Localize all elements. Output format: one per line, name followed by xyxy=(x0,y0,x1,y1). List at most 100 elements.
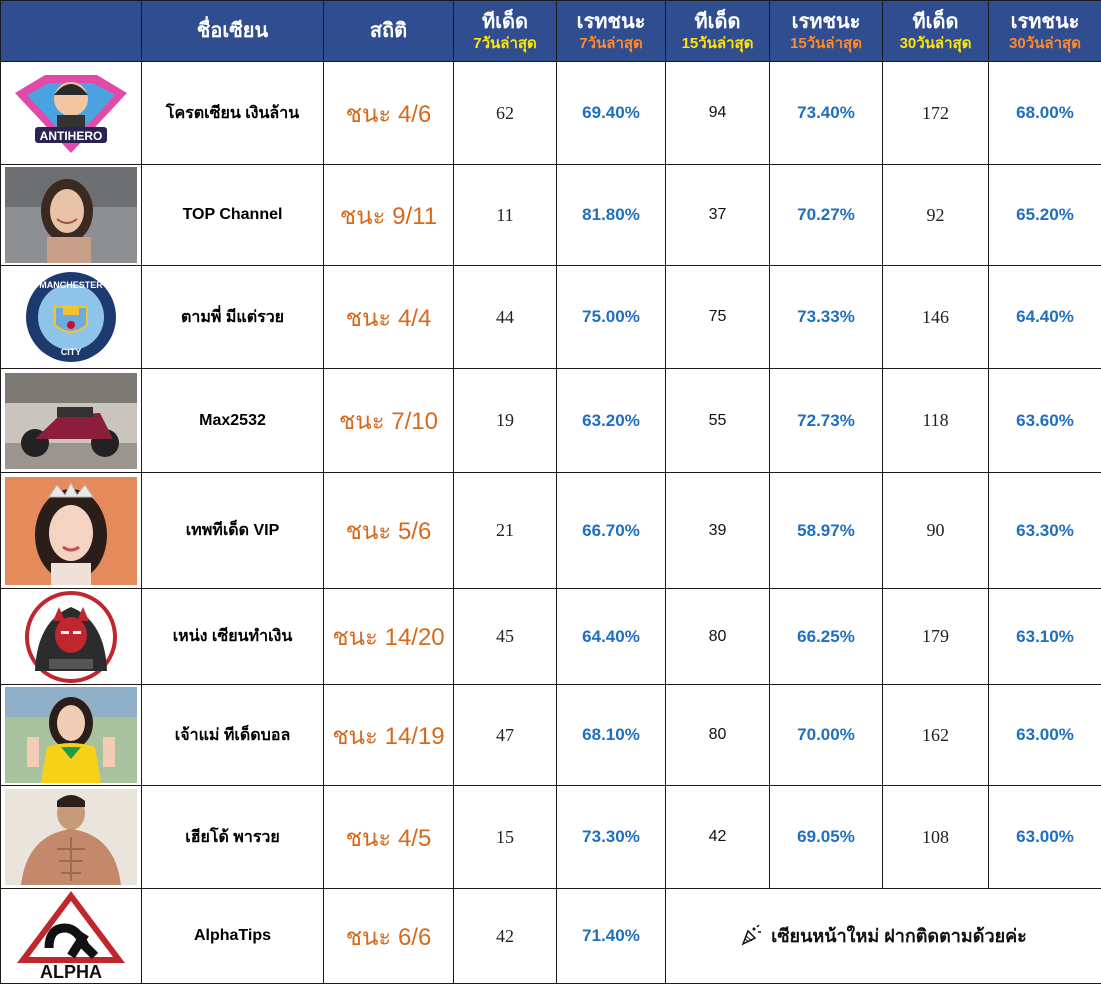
tipster-name[interactable]: เทพทีเด็ด VIP xyxy=(141,472,324,589)
header-tips7-main: ทีเด็ด xyxy=(482,10,528,33)
avatar-cell xyxy=(0,785,142,889)
win-stat: ชนะ 9/11 xyxy=(323,164,454,266)
tips-7d: 44 xyxy=(453,265,557,369)
tipster-row[interactable]: เจ้าแม่ ทีเด็ดบอล ชนะ 14/19 47 68.10% 80… xyxy=(0,684,1101,786)
avatar-cell xyxy=(0,472,142,589)
winrate-15d: 70.27% xyxy=(769,164,883,266)
avatar-cell xyxy=(0,368,142,473)
avatar-logo-text: ANTIHERO xyxy=(40,129,103,143)
tipster-row[interactable]: MANCHESTER CITY ตามพี่ มีแต่รวย ชนะ 4/4 … xyxy=(0,265,1101,369)
win-stat: ชนะ 4/4 xyxy=(323,265,454,369)
tipster-name[interactable]: เฮียโด้ พารวย xyxy=(141,785,324,889)
tips-7d: 21 xyxy=(453,472,557,589)
tips-15d: 80 xyxy=(665,684,770,786)
new-tipster-notice: เซียนหน้าใหม่ ฝากติดตามด้วยค่ะ xyxy=(665,888,1101,984)
tips-7d: 11 xyxy=(453,164,557,266)
winrate-7d: 66.70% xyxy=(556,472,666,589)
header-rate30-sub: 30วันล่าสุด xyxy=(1009,34,1081,52)
tipster-name[interactable]: AlphaTips xyxy=(141,888,324,984)
tipster-name[interactable]: เหน่ง เซียนทำเงิน xyxy=(141,588,324,685)
tipster-row[interactable]: เฮียโด้ พารวย ชนะ 4/5 15 73.30% 42 69.05… xyxy=(0,785,1101,889)
tips-30d: 118 xyxy=(882,368,989,473)
winrate-30d: 64.40% xyxy=(988,265,1101,369)
tipster-name[interactable]: Max2532 xyxy=(141,368,324,473)
tips-15d: 37 xyxy=(665,164,770,266)
winrate-7d: 63.20% xyxy=(556,368,666,473)
header-rate15-sub: 15วันล่าสุด xyxy=(790,34,862,52)
party-popper-icon xyxy=(740,924,762,951)
tipster-name[interactable]: โครตเซียน เงินล้าน xyxy=(141,61,324,165)
tips-30d: 172 xyxy=(882,61,989,165)
winrate-30d: 63.00% xyxy=(988,785,1101,889)
winrate-15d: 73.33% xyxy=(769,265,883,369)
header-tips15: ทีเด็ด 15วันล่าสุด xyxy=(665,0,770,62)
winrate-7d: 71.40% xyxy=(556,888,666,984)
tips-7d: 19 xyxy=(453,368,557,473)
tips-15d: 55 xyxy=(665,368,770,473)
athlete-photo xyxy=(5,789,137,885)
tipster-name[interactable]: เจ้าแม่ ทีเด็ดบอล xyxy=(141,684,324,786)
winrate-7d: 68.10% xyxy=(556,684,666,786)
header-stat: สถิติ xyxy=(323,0,454,62)
antihero-logo: ANTIHERO xyxy=(5,65,137,161)
tips-30d: 92 xyxy=(882,164,989,266)
avatar-cell xyxy=(0,588,142,685)
tips-30d: 146 xyxy=(882,265,989,369)
woman-photo xyxy=(5,167,137,263)
tipster-row[interactable]: ANTIHERO โครตเซียน เงินล้าน ชนะ 4/6 62 6… xyxy=(0,61,1101,165)
winrate-7d: 73.30% xyxy=(556,785,666,889)
avatar-cell: MANCHESTER CITY xyxy=(0,265,142,369)
tipster-name[interactable]: TOP Channel xyxy=(141,164,324,266)
win-stat: ชนะ 6/6 xyxy=(323,888,454,984)
tips-30d: 162 xyxy=(882,684,989,786)
hooded-oni-mascot xyxy=(5,590,137,683)
tips-7d: 15 xyxy=(453,785,557,889)
header-tips7-sub: 7วันล่าสุด xyxy=(473,34,537,52)
winrate-7d: 69.40% xyxy=(556,61,666,165)
header-rate30-main: เรทชนะ xyxy=(1010,10,1080,33)
tips-15d: 42 xyxy=(665,785,770,889)
manchester-city-crest: MANCHESTER CITY xyxy=(5,269,137,365)
header-rate7: เรทชนะ 7วันล่าสุด xyxy=(556,0,666,62)
avatar-cell xyxy=(0,684,142,786)
tips-7d: 45 xyxy=(453,588,557,685)
tips-15d: 94 xyxy=(665,61,770,165)
header-tips7: ทีเด็ด 7วันล่าสุด xyxy=(453,0,557,62)
win-stat: ชนะ 7/10 xyxy=(323,368,454,473)
winrate-30d: 63.30% xyxy=(988,472,1101,589)
win-stat: ชนะ 4/5 xyxy=(323,785,454,889)
woman-jersey-photo xyxy=(5,687,137,783)
tips-15d: 75 xyxy=(665,265,770,369)
woman-crown-photo xyxy=(5,476,137,585)
crest-text-bottom: CITY xyxy=(61,347,82,357)
tipster-row[interactable]: เทพทีเด็ด VIP ชนะ 5/6 21 66.70% 39 58.97… xyxy=(0,472,1101,589)
winrate-15d: 66.25% xyxy=(769,588,883,685)
header-rate7-main: เรทชนะ xyxy=(576,10,646,33)
header-avatar xyxy=(0,0,142,62)
motorcycle-photo xyxy=(5,372,137,469)
win-stat: ชนะ 5/6 xyxy=(323,472,454,589)
alpha-logo-text: ALPHA xyxy=(40,962,102,982)
tipster-row[interactable]: Max2532 ชนะ 7/10 19 63.20% 55 72.73% 118… xyxy=(0,368,1101,473)
winrate-15d: 58.97% xyxy=(769,472,883,589)
tips-30d: 90 xyxy=(882,472,989,589)
tipster-row[interactable]: เหน่ง เซียนทำเงิน ชนะ 14/20 45 64.40% 80… xyxy=(0,588,1101,685)
header-rate30: เรทชนะ 30วันล่าสุด xyxy=(988,0,1101,62)
winrate-30d: 63.10% xyxy=(988,588,1101,685)
winrate-30d: 65.20% xyxy=(988,164,1101,266)
tipster-name[interactable]: ตามพี่ มีแต่รวย xyxy=(141,265,324,369)
win-stat: ชนะ 4/6 xyxy=(323,61,454,165)
crest-text-top: MANCHESTER xyxy=(39,280,103,290)
winrate-7d: 81.80% xyxy=(556,164,666,266)
tipster-row[interactable]: ALPHA AlphaTips ชนะ 6/6 42 71.40% เซียนห… xyxy=(0,888,1101,984)
alpha-logo: ALPHA xyxy=(5,890,137,982)
notice-text: เซียนหน้าใหม่ ฝากติดตามด้วยค่ะ xyxy=(771,926,1027,947)
header-row: ชื่อเซียน สถิติ ทีเด็ด 7วันล่าสุด เรทชนะ 7… xyxy=(0,0,1101,62)
tipster-row[interactable]: TOP Channel ชนะ 9/11 11 81.80% 37 70.27%… xyxy=(0,164,1101,266)
header-tips30-main: ทีเด็ด xyxy=(912,10,959,33)
winrate-15d: 73.40% xyxy=(769,61,883,165)
header-rate15: เรทชนะ 15วันล่าสุด xyxy=(769,0,883,62)
header-tips30-sub: 30วันล่าสุด xyxy=(899,34,972,52)
win-stat: ชนะ 14/20 xyxy=(323,588,454,685)
